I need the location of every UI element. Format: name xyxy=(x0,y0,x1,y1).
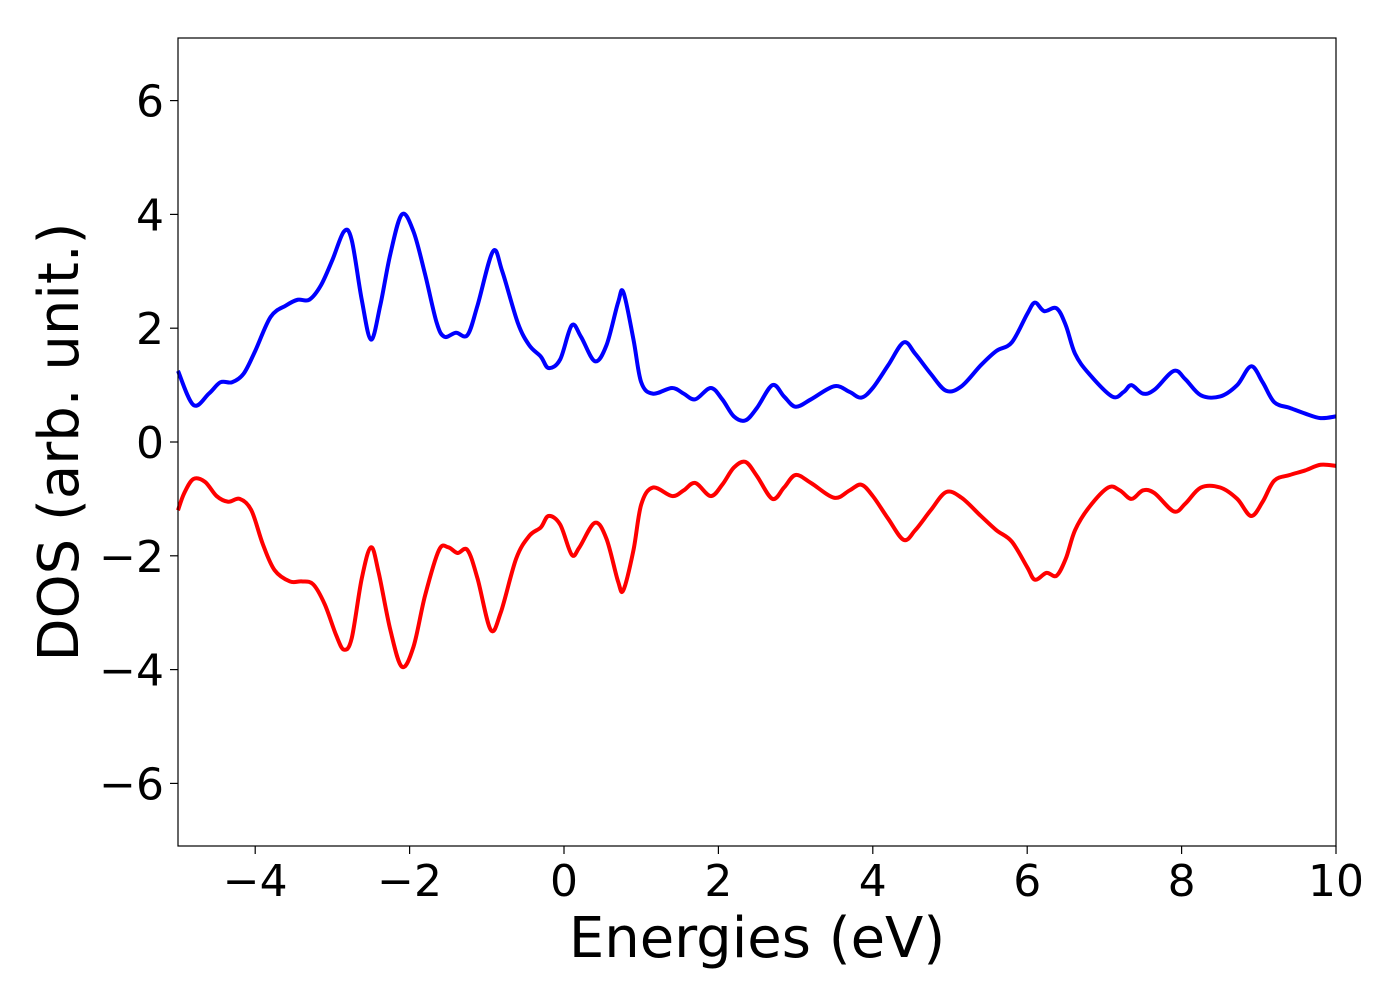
y-tick-label: 4 xyxy=(136,190,164,241)
x-tick-label: 2 xyxy=(704,856,732,907)
x-axis: −4 −2 0 2 4 6 8 10 xyxy=(223,846,1364,907)
x-axis-label: Energies (eV) xyxy=(569,906,945,971)
x-tick-label: 10 xyxy=(1308,856,1364,907)
x-tick-label: −4 xyxy=(223,856,288,907)
y-tick-label: 0 xyxy=(136,418,164,469)
y-tick-label: 2 xyxy=(136,304,164,355)
series-layer xyxy=(176,211,1337,670)
y-tick-label: 6 xyxy=(136,77,164,128)
x-tick-label: 8 xyxy=(1168,856,1196,907)
x-tick-label: 6 xyxy=(1013,856,1041,907)
y-tick-label: −2 xyxy=(99,532,164,583)
plot-area xyxy=(178,38,1336,846)
x-tick-label: 0 xyxy=(550,856,578,907)
y-tick-label: −6 xyxy=(99,759,164,810)
series-line-spin-down xyxy=(176,459,1337,670)
series-line-spin-up xyxy=(176,211,1337,423)
y-axis: −6 −4 −2 0 2 4 6 xyxy=(99,77,178,810)
x-tick-label: 4 xyxy=(859,856,887,907)
y-tick-label: −4 xyxy=(99,646,164,697)
x-tick-label: −2 xyxy=(377,856,442,907)
y-axis-label: DOS (arb. unit.) xyxy=(27,222,92,661)
